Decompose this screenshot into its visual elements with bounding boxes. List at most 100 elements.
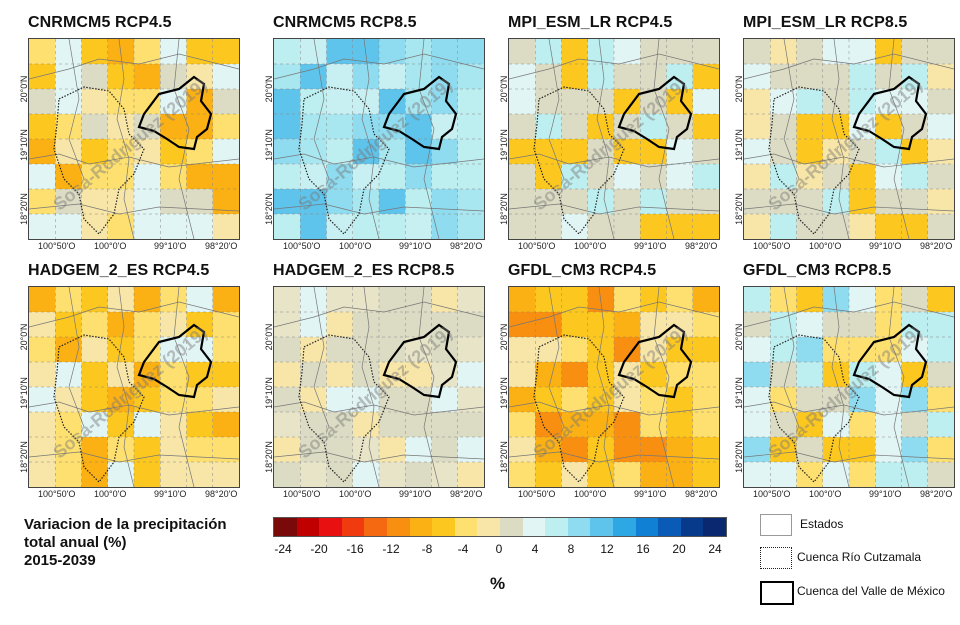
state-border (888, 287, 910, 487)
grid-cell (326, 462, 354, 487)
state-border (831, 287, 850, 487)
panel-title-1: CNRMCM5 RCP4.5 (28, 14, 172, 31)
grid-cell (300, 287, 327, 313)
grid-cell (300, 214, 327, 239)
grid-cell (770, 214, 797, 239)
state-border (831, 39, 850, 239)
x-tick-label: 100°0'O (809, 489, 842, 499)
x-tick-label: 99°10'O (634, 241, 667, 251)
state-border (744, 153, 954, 168)
map-svg: Sosa-Rodriguez (2019) (509, 39, 719, 239)
colorbar-swatch (477, 518, 500, 536)
grid-cell (796, 89, 824, 115)
grid-cell (770, 412, 797, 438)
grid-cell (29, 337, 56, 363)
grid-cell (274, 89, 301, 115)
grid-cell (274, 337, 301, 363)
state-border (29, 53, 239, 80)
grid-cell (640, 412, 667, 438)
grid-cell (431, 462, 459, 487)
grid-cell (274, 214, 301, 239)
cutzamala-basin-outline (53, 334, 145, 483)
x-tick-label: 100°0'O (574, 241, 607, 251)
panel-title-4: MPI_ESM_LR RCP8.5 (743, 14, 908, 31)
grid-cell (927, 89, 954, 115)
grid-cell (55, 362, 82, 388)
state-border (744, 53, 954, 80)
colorbar-tick-label: -8 (421, 542, 433, 556)
state-border (29, 203, 239, 215)
colorbar-tick-label: -24 (274, 542, 292, 556)
grid-cell (55, 312, 82, 338)
map-svg: Sosa-Rodriguez (2019) (509, 287, 719, 487)
grid-cell (640, 114, 667, 140)
state-border (29, 153, 239, 168)
grid-cell (666, 437, 694, 463)
grid-cell (457, 287, 484, 313)
grid-cell (770, 89, 797, 115)
x-tick-label: 99°10'O (399, 241, 432, 251)
grid-cell (587, 312, 615, 338)
grid-cell (587, 437, 615, 463)
grid-cell (744, 312, 771, 338)
grid-cell (901, 214, 929, 239)
grid-cell (796, 412, 824, 438)
grid-cell (29, 462, 56, 487)
state-border (653, 39, 675, 239)
state-border (313, 287, 330, 428)
grid-cell (29, 387, 56, 413)
grid-cell (457, 114, 484, 140)
grid-cell (666, 214, 694, 239)
grid-cell (927, 337, 954, 363)
grid-cell (692, 287, 719, 313)
grid-cell (160, 437, 187, 463)
x-tick-label: 99°10'O (869, 489, 902, 499)
grid-cell (875, 114, 902, 140)
grid-cell (326, 214, 354, 239)
grid-cell (186, 412, 214, 438)
x-tick-label: 100°0'O (94, 241, 127, 251)
grid-cell (55, 462, 82, 487)
grid-cell (535, 214, 562, 239)
grid-cell (431, 64, 459, 90)
grid-cell (509, 139, 536, 165)
state-border (361, 39, 380, 239)
grid-cell (901, 64, 929, 90)
grid-cell (744, 437, 771, 463)
grid-cell (561, 139, 589, 165)
state-border (29, 401, 239, 416)
grid-cell (770, 362, 797, 388)
state-border (744, 401, 954, 416)
grid-cell (666, 189, 694, 215)
grid-cell (770, 114, 797, 140)
grid-cell (352, 462, 380, 487)
state-border (888, 39, 910, 239)
grid-cell (107, 312, 135, 338)
grid-cell (927, 287, 954, 313)
grid-cell (927, 39, 954, 65)
grid-cell (186, 287, 214, 313)
grid-cell (352, 337, 380, 363)
grid-cell (134, 462, 161, 487)
grid-cell (160, 462, 187, 487)
valle-mexico-basin-outline (852, 323, 928, 399)
grid-cell (405, 462, 432, 487)
state-border (68, 287, 85, 428)
grid-cell (796, 139, 824, 165)
grid-cell (849, 287, 876, 313)
grid-cell (274, 64, 301, 90)
y-tick-label: 19°10'N (499, 377, 509, 409)
grid-cell (186, 164, 214, 190)
grid-cell (379, 287, 406, 313)
map-panel-3: Sosa-Rodriguez (2019) (508, 38, 720, 240)
grid-cell (561, 214, 589, 239)
state-border (509, 153, 719, 168)
grid-cell (770, 64, 797, 90)
grid-cell (274, 362, 301, 388)
y-tick-label: 18°20'N (499, 193, 509, 225)
grid-cell (535, 64, 562, 90)
grid-cell (431, 287, 459, 313)
grid-cell (29, 437, 56, 463)
grid-cell (509, 287, 536, 313)
grid-cell (405, 189, 432, 215)
